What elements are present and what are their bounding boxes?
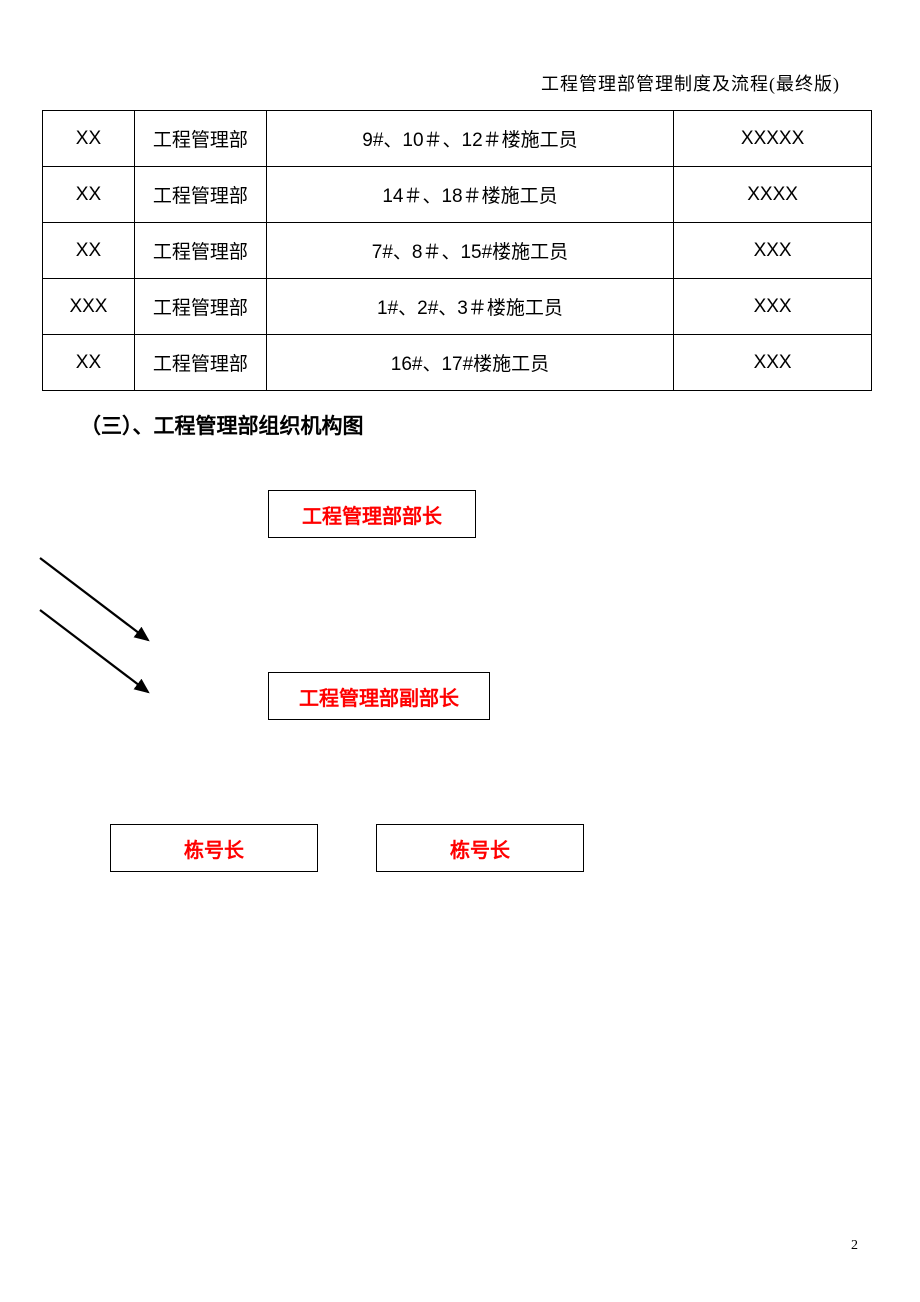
cell-dept: 工程管理部 xyxy=(134,111,266,167)
org-node-building-leader-a: 栋号长 xyxy=(110,824,318,872)
table-row: XX 工程管理部 7#、8＃、15#楼施工员 XXX xyxy=(43,223,872,279)
cell-code: XXX xyxy=(43,279,135,335)
cell-code: XX xyxy=(43,111,135,167)
cell-dept: 工程管理部 xyxy=(134,167,266,223)
cell-remark: XXX xyxy=(674,335,872,391)
org-chart-arrows xyxy=(30,540,210,740)
org-node-director: 工程管理部部长 xyxy=(268,490,476,538)
org-node-building-leader-b: 栋号长 xyxy=(376,824,584,872)
staff-table: XX 工程管理部 9#、10＃、12＃楼施工员 XXXXX XX 工程管理部 1… xyxy=(42,110,872,391)
table-row: XX 工程管理部 9#、10＃、12＃楼施工员 XXXXX xyxy=(43,111,872,167)
cell-role: 9#、10＃、12＃楼施工员 xyxy=(266,111,673,167)
page-header-title: 工程管理部管理制度及流程(最终版) xyxy=(541,70,840,96)
cell-remark: XXX xyxy=(674,223,872,279)
cell-remark: XXX xyxy=(674,279,872,335)
table-row: XXX 工程管理部 1#、2#、3＃楼施工员 XXX xyxy=(43,279,872,335)
cell-code: XX xyxy=(43,223,135,279)
table-row: XX 工程管理部 16#、17#楼施工员 XXX xyxy=(43,335,872,391)
org-node-deputy-director: 工程管理部副部长 xyxy=(268,672,490,720)
cell-role: 1#、2#、3＃楼施工员 xyxy=(266,279,673,335)
cell-dept: 工程管理部 xyxy=(134,335,266,391)
cell-role: 14＃、18＃楼施工员 xyxy=(266,167,673,223)
cell-role: 7#、8＃、15#楼施工员 xyxy=(266,223,673,279)
cell-dept: 工程管理部 xyxy=(134,279,266,335)
arrow-line xyxy=(40,610,148,692)
cell-remark: XXXXX xyxy=(674,111,872,167)
section-title-org-chart: （三）、工程管理部组织机构图 xyxy=(80,410,364,440)
cell-remark: XXXX xyxy=(674,167,872,223)
cell-code: XX xyxy=(43,335,135,391)
cell-dept: 工程管理部 xyxy=(134,223,266,279)
cell-role: 16#、17#楼施工员 xyxy=(266,335,673,391)
page-number: 2 xyxy=(851,1238,858,1254)
table-row: XX 工程管理部 14＃、18＃楼施工员 XXXX xyxy=(43,167,872,223)
arrow-line xyxy=(40,558,148,640)
cell-code: XX xyxy=(43,167,135,223)
